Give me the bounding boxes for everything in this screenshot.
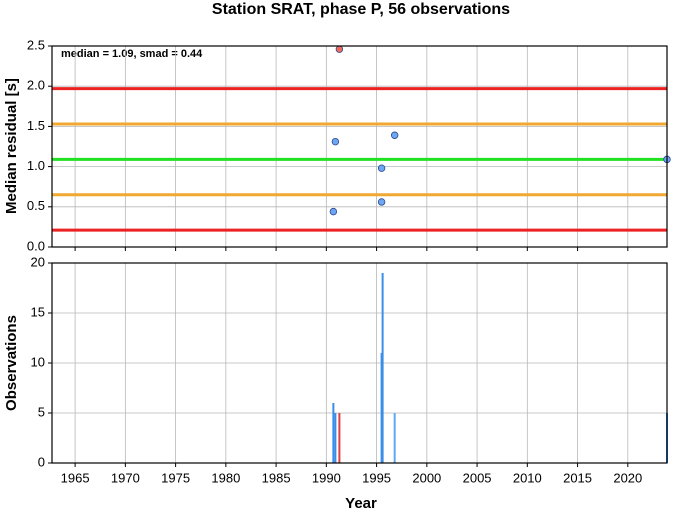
plot-frame xyxy=(51,45,668,248)
x-tick-label: 1970 xyxy=(111,470,140,485)
bar xyxy=(393,413,396,463)
x-tick-label: 1985 xyxy=(262,470,291,485)
plot-frame xyxy=(51,262,668,464)
y-tick-label: 1.5 xyxy=(27,118,45,133)
bar xyxy=(381,273,384,463)
x-tick-label: 2015 xyxy=(563,470,592,485)
x-tick-label: 2010 xyxy=(513,470,542,485)
y-tick-label: 5 xyxy=(38,404,45,419)
y-tick-label: 15 xyxy=(31,304,45,319)
y-tick-label: 0.5 xyxy=(27,198,45,213)
y-tick-label: 1.0 xyxy=(27,158,45,173)
x-tick-label: 1975 xyxy=(161,470,190,485)
y-tick-label: 2.0 xyxy=(27,78,45,93)
point xyxy=(377,198,386,206)
x-tick-label: 1990 xyxy=(312,470,341,485)
x-tick-label: 2020 xyxy=(613,470,642,485)
x-axis-label: Year xyxy=(345,495,377,511)
x-tick-label: 1965 xyxy=(61,470,90,485)
point xyxy=(331,137,340,146)
point xyxy=(335,45,344,53)
point xyxy=(390,131,399,139)
x-tick-label: 1980 xyxy=(211,470,240,485)
y-tick-label: 0.0 xyxy=(27,238,45,253)
bar xyxy=(380,353,383,463)
y-tick-label: 2.5 xyxy=(27,37,45,52)
y-axis-label: Median residual [s] xyxy=(3,78,20,214)
x-tick-label: 2005 xyxy=(463,470,492,485)
y-tick-label: 20 xyxy=(31,254,45,269)
chart-title: Station SRAT, phase P, 56 observations xyxy=(212,1,510,18)
bar xyxy=(334,413,337,463)
x-tick-label: 1995 xyxy=(362,470,391,485)
point xyxy=(329,207,338,216)
annotation: median = 1.09, smad = 0.44 xyxy=(61,48,203,60)
point xyxy=(377,164,386,172)
x-tick-label: 2000 xyxy=(412,470,441,485)
bar xyxy=(332,403,335,463)
bar xyxy=(338,413,341,463)
y-tick-label: 0 xyxy=(38,454,45,469)
y-tick-label: 10 xyxy=(31,354,45,369)
y-axis-label: Observations xyxy=(3,315,20,411)
